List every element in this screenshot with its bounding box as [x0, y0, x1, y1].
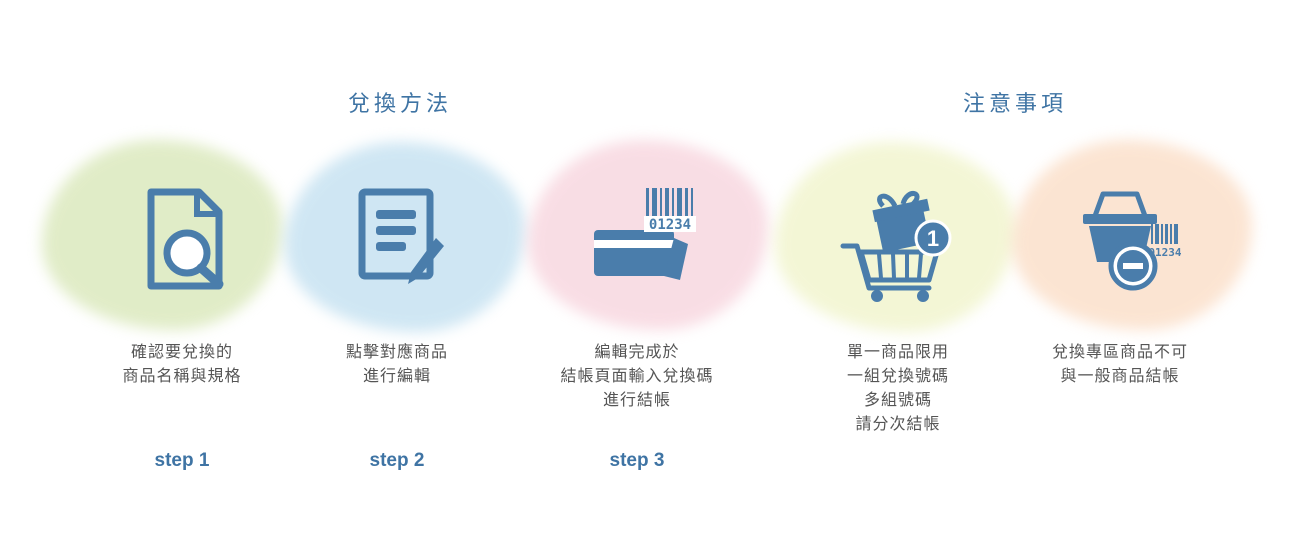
card-step-2: 點擊對應商品 進行編輯 step 2	[287, 140, 507, 471]
card-step-1: 確認要兌換的 商品名稱與規格 step 1	[72, 140, 292, 471]
caption-line: 與一般商品結帳	[1060, 366, 1180, 385]
card-note-2: 01234 兌換專區商品不可 與一般商品結帳	[1010, 140, 1230, 440]
basket-barcode-icon: 01234	[1055, 180, 1185, 310]
caption-line: 多組號碼	[863, 390, 932, 409]
watercolor-blob-blue	[285, 142, 525, 332]
quantity-badge: 1	[927, 226, 939, 251]
caption-line: 單一商品限用	[846, 342, 949, 361]
card-note-1: 1 單一商品限用 一組兌換號碼 多組號碼 請分次結帳	[788, 140, 1008, 440]
card-step-3: 01234 編輯完成於 結帳頁面輸入兌換碼 進行結帳 step 3	[527, 140, 747, 471]
card-caption: 單一商品限用 一組兌換號碼 多組號碼 請分次結帳	[788, 340, 1008, 436]
document-search-icon	[117, 180, 247, 310]
caption-line: 一組兌換號碼	[846, 366, 949, 385]
caption-line: 結帳頁面輸入兌換碼	[560, 366, 714, 385]
section-title-notes: 注意事項	[962, 92, 1067, 117]
caption-line: 點擊對應商品	[345, 342, 448, 361]
step-label: step 2	[369, 450, 425, 471]
card-barcode-icon: 01234	[572, 180, 702, 310]
caption-line: 進行編輯	[362, 366, 431, 385]
watercolor-blob-green	[42, 140, 282, 330]
barcode-number: 01234	[649, 217, 691, 233]
card-caption: 點擊對應商品 進行編輯	[287, 340, 507, 388]
document-edit-icon	[332, 180, 462, 310]
card-caption: 編輯完成於 結帳頁面輸入兌換碼 進行結帳	[527, 340, 747, 412]
caption-line: 請分次結帳	[855, 414, 941, 433]
barcode-number: 01234	[1148, 246, 1181, 259]
section-title-method: 兌換方法	[347, 92, 452, 117]
step-label: step 3	[609, 450, 665, 471]
step-label: step 1	[154, 450, 210, 471]
caption-line: 確認要兌換的	[130, 342, 233, 361]
card-caption: 確認要兌換的 商品名稱與規格	[72, 340, 292, 388]
caption-line: 兌換專區商品不可	[1051, 342, 1188, 361]
caption-line: 編輯完成於	[594, 342, 680, 361]
gift-cart-icon: 1	[833, 180, 963, 310]
card-caption: 兌換專區商品不可 與一般商品結帳	[1010, 340, 1230, 388]
caption-line: 進行結帳	[602, 390, 671, 409]
caption-line: 商品名稱與規格	[122, 366, 242, 385]
